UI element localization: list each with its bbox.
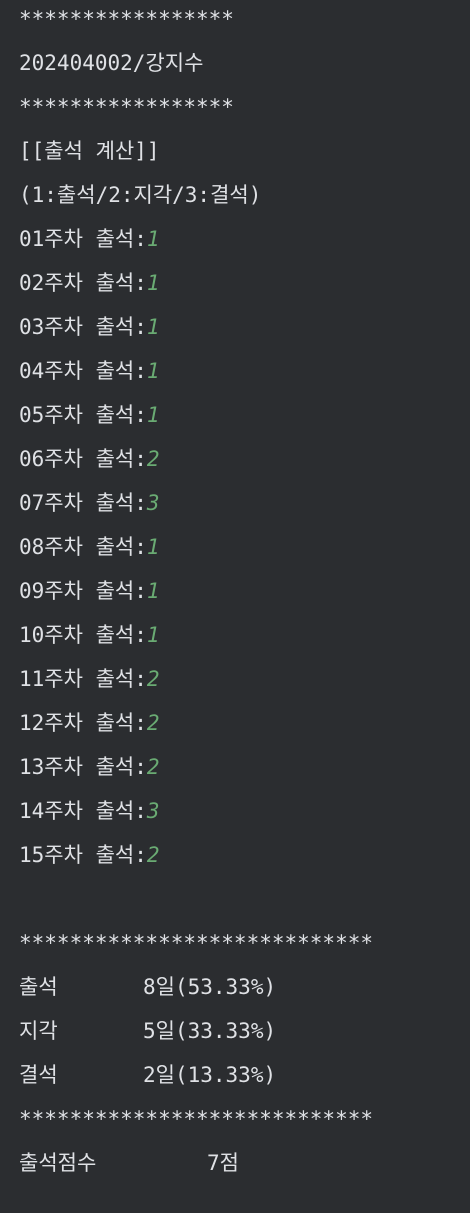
week-label: 12주차 출석: (19, 711, 147, 735)
separator-line: ***************** (19, 7, 234, 31)
summary-row: 결석 2일(13.33%) (19, 1053, 470, 1097)
week-input: 2 (146, 843, 160, 867)
week-label: 10주차 출석: (19, 623, 147, 647)
week-row: 15주차 출석: 2 (19, 833, 470, 877)
week-input: 1 (146, 271, 160, 295)
week-input: 2 (146, 447, 160, 471)
week-list: 01주차 출석: 1 02주차 출석: 1 03주차 출석: 1 04주차 출석: 1 … (19, 217, 470, 877)
week-input: 2 (146, 667, 160, 691)
week-row: 10주차 출석: 1 (19, 613, 470, 657)
week-row: 02주차 출석: 1 (19, 261, 470, 305)
score-value: 7점 (207, 1151, 239, 1175)
week-input: 1 (146, 227, 160, 251)
week-input: 1 (146, 579, 160, 603)
score-label: 출석점수 (19, 1151, 97, 1175)
summary-label: 지각 (19, 1019, 58, 1043)
summary-value: 5일(33.33%) (143, 1019, 277, 1043)
week-row: 13주차 출석: 2 (19, 745, 470, 789)
week-label: 03주차 출석: (19, 315, 147, 339)
week-row: 08주차 출석: 1 (19, 525, 470, 569)
score-row: 출석점수 7점 (19, 1141, 470, 1185)
week-row: 07주차 출석: 3 (19, 481, 470, 525)
week-label: 15주차 출석: (19, 843, 147, 867)
separator-line: **************************** (19, 1107, 374, 1131)
week-input: 1 (146, 623, 160, 647)
separator-line: ***************** (19, 95, 234, 119)
week-input: 2 (146, 711, 160, 735)
week-label: 02주차 출석: (19, 271, 147, 295)
week-input: 2 (146, 755, 160, 779)
summary-value: 8일(53.33%) (143, 975, 277, 999)
separator-line: **************************** (19, 931, 374, 955)
week-row: 11주차 출석: 2 (19, 657, 470, 701)
week-row: 12주차 출석: 2 (19, 701, 470, 745)
week-row: 14주차 출석: 3 (19, 789, 470, 833)
program-title: [[출석 계산]] (19, 139, 160, 163)
week-input: 1 (146, 315, 160, 339)
week-row: 09주차 출석: 1 (19, 569, 470, 613)
summary-value: 2일(13.33%) (143, 1063, 277, 1087)
summary-row: 출석 8일(53.33%) (19, 965, 470, 1009)
summary-label: 결석 (19, 1063, 58, 1087)
week-input: 1 (146, 535, 160, 559)
week-label: 11주차 출석: (19, 667, 147, 691)
week-input: 1 (146, 359, 160, 383)
week-label: 05주차 출석: (19, 403, 147, 427)
week-label: 08주차 출석: (19, 535, 147, 559)
week-row: 01주차 출석: 1 (19, 217, 470, 261)
week-label: 04주차 출석: (19, 359, 147, 383)
summary-label: 출석 (19, 975, 58, 999)
week-input: 3 (146, 491, 160, 515)
week-row: 04주차 출석: 1 (19, 349, 470, 393)
week-label: 13주차 출석: (19, 755, 147, 779)
week-input: 1 (146, 403, 160, 427)
week-row: 06주차 출석: 2 (19, 437, 470, 481)
week-label: 07주차 출석: (19, 491, 147, 515)
student-id-name: 202404002/강지수 (19, 51, 204, 75)
blank-line (19, 877, 470, 921)
week-label: 01주차 출석: (19, 227, 147, 251)
week-row: 03주차 출석: 1 (19, 305, 470, 349)
input-legend: (1:출석/2:지각/3:결석) (19, 183, 262, 207)
summary-row: 지각 5일(33.33%) (19, 1009, 470, 1053)
week-label: 09주차 출석: (19, 579, 147, 603)
week-row: 05주차 출석: 1 (19, 393, 470, 437)
week-label: 06주차 출석: (19, 447, 147, 471)
week-input: 3 (146, 799, 160, 823)
week-label: 14주차 출석: (19, 799, 147, 823)
summary-block: 출석 8일(53.33%) 지각 5일(33.33%) 결석 2일(13.33%) (19, 965, 470, 1097)
